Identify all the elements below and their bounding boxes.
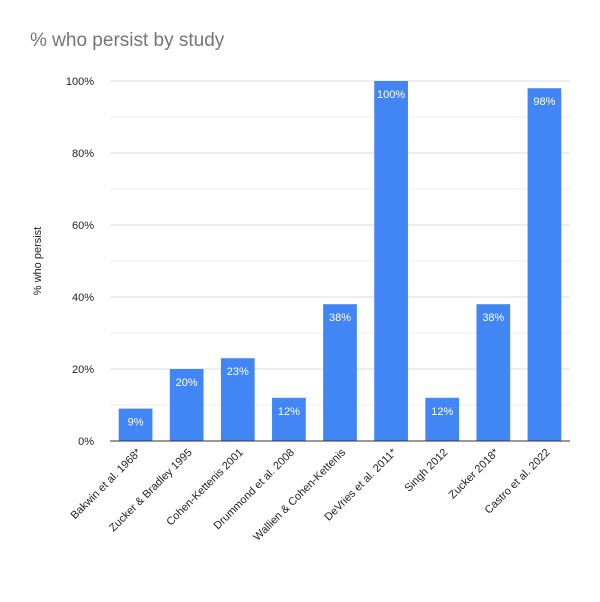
bar-value-label: 9% bbox=[128, 417, 144, 429]
bar-value-label: 12% bbox=[431, 406, 453, 418]
bars bbox=[118, 81, 562, 441]
y-tick-label: 0% bbox=[78, 436, 94, 448]
bar-value-label: 100% bbox=[377, 89, 405, 101]
y-axis-title: % who persist bbox=[32, 227, 44, 295]
chart-title: % who persist by study bbox=[30, 30, 225, 51]
bar-value-label: 98% bbox=[533, 96, 555, 108]
bar bbox=[527, 88, 562, 441]
bar bbox=[425, 397, 460, 441]
bar bbox=[169, 369, 204, 441]
bar bbox=[220, 358, 255, 441]
bar bbox=[272, 397, 306, 441]
bar-value-label: 38% bbox=[329, 312, 351, 324]
x-category-label: Singh 2012 bbox=[402, 447, 450, 495]
bar bbox=[374, 81, 408, 441]
bar-value-label: 20% bbox=[176, 377, 198, 389]
x-category-label: Wallien & Cohen-Kettenis bbox=[251, 446, 348, 543]
x-category-label: Zucker & Bradley 1995 bbox=[107, 447, 195, 535]
y-tick-label: 100% bbox=[66, 76, 94, 88]
y-tick-label: 60% bbox=[72, 220, 94, 232]
bar bbox=[476, 304, 511, 441]
x-category-label: Zucker 2018* bbox=[447, 446, 502, 501]
bar-value-label: 12% bbox=[278, 406, 300, 418]
bar bbox=[323, 304, 357, 441]
y-tick-label: 80% bbox=[72, 148, 94, 160]
bar-value-label: 38% bbox=[482, 312, 504, 324]
bar-value-label: 23% bbox=[227, 366, 249, 378]
y-tick-label: 20% bbox=[72, 364, 94, 376]
bar bbox=[118, 408, 153, 441]
y-tick-label: 40% bbox=[72, 292, 94, 304]
